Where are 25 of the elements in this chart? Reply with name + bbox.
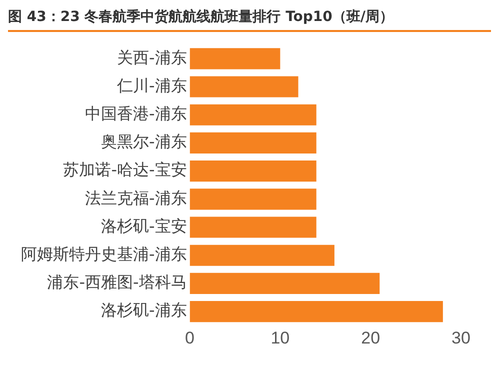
bar [190, 188, 316, 210]
y-tick-label: 中国香港-浦东 [84, 104, 187, 124]
y-tick-label: 法兰克福-浦东 [84, 188, 187, 208]
bar [190, 301, 443, 322]
y-tick-label: 洛杉矶-浦东 [100, 300, 187, 320]
bar [190, 132, 316, 154]
x-tick-label: 20 [361, 328, 380, 348]
chart-title: 图 43：23 冬春航季中货航航线航班量排行 Top10（班/周） [8, 8, 491, 32]
bar [190, 216, 316, 238]
y-tick-label: 浦东-西雅图-塔科马 [47, 272, 187, 292]
y-tick-label: 奥黑尔-浦东 [100, 132, 187, 152]
x-tick-label: 10 [270, 328, 290, 348]
y-tick-label: 阿姆斯特丹史基浦-浦东 [20, 244, 187, 264]
y-tick-label: 洛杉矶-宝安 [100, 216, 187, 236]
bar [190, 160, 316, 182]
bar [190, 244, 334, 266]
bar [190, 76, 298, 98]
y-tick-label: 苏加诺-哈达-宝安 [63, 160, 187, 180]
bar [190, 104, 316, 126]
bar [190, 272, 380, 294]
y-tick-label: 关西-浦东 [116, 48, 187, 67]
x-tick-label: 30 [452, 328, 470, 348]
y-tick-label: 仁川-浦东 [116, 76, 187, 95]
x-tick-label: 0 [185, 328, 195, 348]
bar [190, 48, 280, 70]
